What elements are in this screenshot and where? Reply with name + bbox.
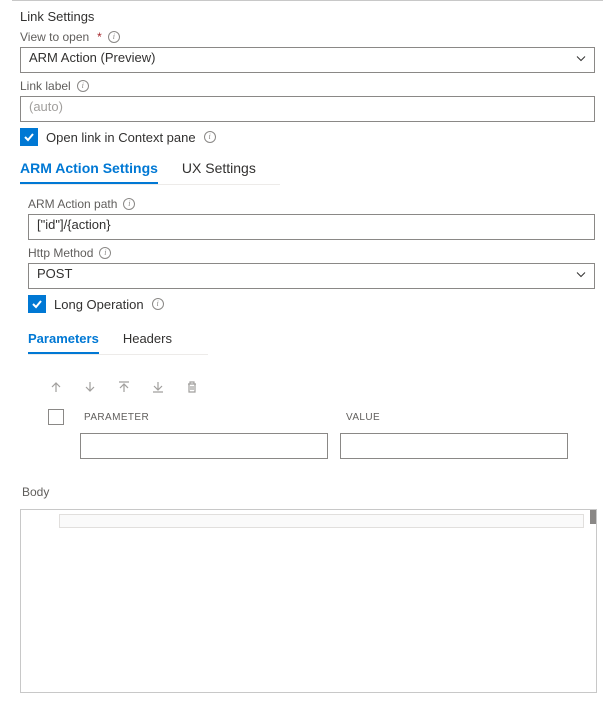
param-tabs: Parameters Headers [28, 327, 595, 354]
arm-action-path-input[interactable]: ["id"]/{action} [28, 214, 595, 240]
tab-parameters[interactable]: Parameters [28, 327, 99, 354]
column-header-value: VALUE [346, 412, 556, 423]
view-to-open-label: View to open [20, 30, 89, 44]
tab-ux-settings[interactable]: UX Settings [182, 156, 256, 184]
param-toolbar [28, 367, 595, 405]
http-method-select[interactable]: POST [28, 263, 595, 289]
info-icon[interactable]: i [108, 31, 120, 43]
checkbox-checked-icon [20, 128, 38, 146]
body-label: Body [22, 485, 595, 499]
checkbox-checked-icon [28, 295, 46, 313]
open-in-context-label: Open link in Context pane [46, 130, 196, 145]
long-operation-checkbox[interactable]: Long Operation i [28, 295, 595, 313]
field-link-label: Link label i (auto) [20, 79, 595, 122]
parameter-value-input[interactable] [340, 433, 568, 459]
link-label-input[interactable]: (auto) [20, 96, 595, 122]
required-asterisk: * [97, 30, 102, 44]
field-view-to-open: View to open * i ARM Action (Preview) [20, 30, 595, 73]
info-icon[interactable]: i [204, 131, 216, 143]
field-arm-action-path: ARM Action path i ["id"]/{action} [28, 197, 595, 240]
scrollbar-thumb[interactable] [590, 510, 596, 524]
view-to-open-value: ARM Action (Preview) [20, 47, 595, 73]
arrow-up-icon[interactable] [48, 379, 64, 395]
select-all-checkbox[interactable] [48, 409, 64, 425]
arm-action-path-label: ARM Action path [28, 197, 117, 211]
table-row [40, 433, 595, 459]
link-label-label: Link label [20, 79, 71, 93]
body-editor-line [59, 514, 584, 528]
arrow-down-icon[interactable] [82, 379, 98, 395]
open-in-context-checkbox[interactable]: Open link in Context pane i [20, 128, 595, 146]
tab-arm-action-settings[interactable]: ARM Action Settings [20, 156, 158, 184]
view-to-open-select[interactable]: ARM Action (Preview) [20, 47, 595, 73]
http-method-value: POST [28, 263, 595, 289]
info-icon[interactable]: i [77, 80, 89, 92]
settings-tabs: ARM Action Settings UX Settings [20, 156, 595, 184]
info-icon[interactable]: i [123, 198, 135, 210]
http-method-label: Http Method [28, 246, 93, 260]
long-operation-label: Long Operation [54, 297, 144, 312]
field-http-method: Http Method i POST [28, 246, 595, 289]
body-editor[interactable] [20, 509, 597, 693]
move-bottom-icon[interactable] [150, 379, 166, 395]
column-header-parameter: PARAMETER [80, 412, 330, 423]
parameter-name-input[interactable] [80, 433, 328, 459]
delete-icon[interactable] [184, 379, 200, 395]
move-top-icon[interactable] [116, 379, 132, 395]
tab-headers[interactable]: Headers [123, 327, 172, 354]
info-icon[interactable]: i [99, 247, 111, 259]
info-icon[interactable]: i [152, 298, 164, 310]
panel-title: Link Settings [20, 9, 595, 24]
parameter-table: PARAMETER VALUE [28, 405, 595, 469]
